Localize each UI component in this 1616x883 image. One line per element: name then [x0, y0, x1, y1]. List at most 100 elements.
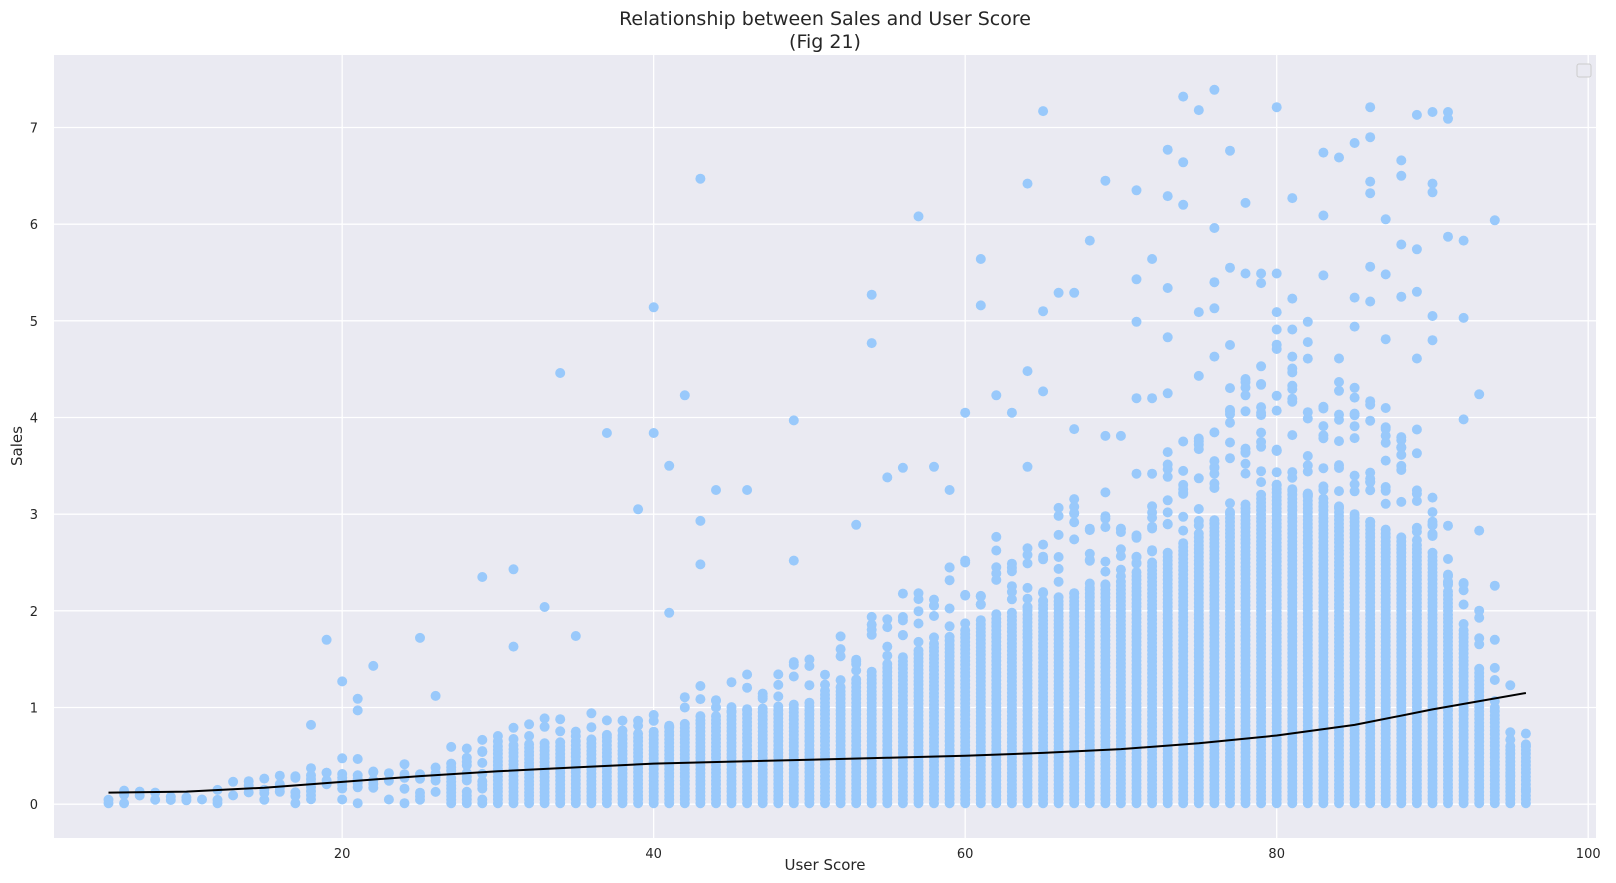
data-point: [1287, 324, 1298, 335]
data-point: [929, 461, 939, 472]
data-point: [1271, 324, 1282, 335]
data-point: [446, 758, 457, 769]
data-point: [788, 415, 799, 426]
data-point: [1287, 193, 1298, 204]
data-point: [1022, 593, 1033, 604]
data-point: [430, 690, 441, 701]
data-point: [1100, 522, 1111, 533]
data-point: [1474, 633, 1485, 644]
data-point: [119, 785, 130, 796]
data-point: [804, 680, 815, 691]
data-point: [1271, 445, 1282, 456]
data-point: [835, 675, 846, 686]
data-point: [1302, 451, 1313, 461]
data-point: [1318, 210, 1329, 221]
data-point: [555, 368, 566, 378]
data-point: [1006, 586, 1017, 597]
data-point: [1458, 312, 1469, 323]
data-point: [1193, 370, 1204, 381]
data-point: [1287, 293, 1298, 304]
data-point: [1334, 501, 1344, 512]
data-point: [1193, 473, 1204, 484]
data-point: [352, 770, 363, 781]
data-point: [960, 407, 971, 418]
data-point: [773, 701, 784, 712]
data-point: [960, 618, 971, 629]
data-point: [679, 692, 690, 703]
data-point: [1349, 433, 1360, 444]
data-point: [648, 302, 659, 313]
data-point: [1349, 408, 1360, 419]
data-point: [368, 766, 379, 777]
data-point: [788, 671, 799, 682]
y-tick-label: 4: [30, 412, 38, 427]
data-point: [633, 504, 644, 515]
tick-labels: 20 40 60 80 100 0 1 2 3 4 5 6 7: [30, 122, 1601, 863]
data-point: [399, 798, 410, 809]
data-point: [430, 786, 441, 797]
data-point: [1287, 351, 1298, 362]
data-point: [1084, 523, 1095, 534]
data-point: [1131, 468, 1142, 479]
data-point: [1318, 485, 1329, 495]
data-point: [1225, 340, 1235, 350]
data-point: [1334, 377, 1344, 387]
data-point: [430, 762, 441, 773]
data-point: [1147, 393, 1158, 404]
data-point: [1318, 147, 1329, 158]
data-point: [1443, 113, 1453, 124]
data-point: [1271, 390, 1282, 401]
data-point: [679, 702, 690, 713]
data-point: [866, 338, 877, 349]
data-point: [1427, 507, 1438, 518]
data-point: [944, 621, 955, 632]
data-point: [695, 694, 706, 705]
data-point: [1100, 511, 1111, 522]
data-point: [1489, 675, 1500, 685]
data-point: [477, 794, 488, 805]
x-tick-label: 40: [645, 847, 662, 862]
data-point: [1225, 507, 1235, 517]
data-point: [944, 631, 955, 642]
data-point: [601, 715, 612, 726]
data-point: [1458, 619, 1469, 629]
data-point: [1505, 734, 1516, 745]
data-point: [944, 562, 955, 573]
data-point: [1100, 430, 1111, 441]
data-point: [1287, 363, 1298, 374]
data-point: [1069, 287, 1080, 298]
data-point: [1520, 784, 1531, 795]
data-point: [1147, 254, 1158, 264]
data-point: [1240, 406, 1251, 417]
data-point: [757, 703, 768, 714]
data-point: [1380, 455, 1391, 466]
data-point: [1209, 478, 1220, 489]
data-point: [1147, 468, 1158, 479]
data-point: [773, 691, 784, 702]
data-point: [477, 746, 488, 757]
data-point: [882, 472, 893, 483]
data-point: [352, 693, 363, 704]
data-point: [1396, 460, 1407, 471]
data-point: [1411, 109, 1422, 120]
data-point: [944, 603, 955, 614]
data-point: [1271, 307, 1282, 318]
y-tick-label: 3: [30, 508, 38, 523]
data-point: [882, 622, 893, 633]
data-point: [913, 594, 924, 605]
data-point: [1131, 185, 1142, 196]
data-point: [1162, 495, 1173, 506]
data-point: [165, 791, 176, 802]
data-point: [555, 714, 566, 725]
data-point: [461, 752, 472, 763]
data-point: [1022, 558, 1033, 569]
data-point: [1209, 427, 1220, 438]
data-point: [352, 798, 363, 809]
data-point: [1225, 498, 1235, 509]
data-point: [975, 599, 986, 610]
data-point: [1318, 421, 1329, 432]
data-point: [1100, 175, 1111, 186]
data-point: [1225, 145, 1235, 156]
data-point: [1209, 223, 1220, 233]
data-point: [1038, 554, 1049, 565]
